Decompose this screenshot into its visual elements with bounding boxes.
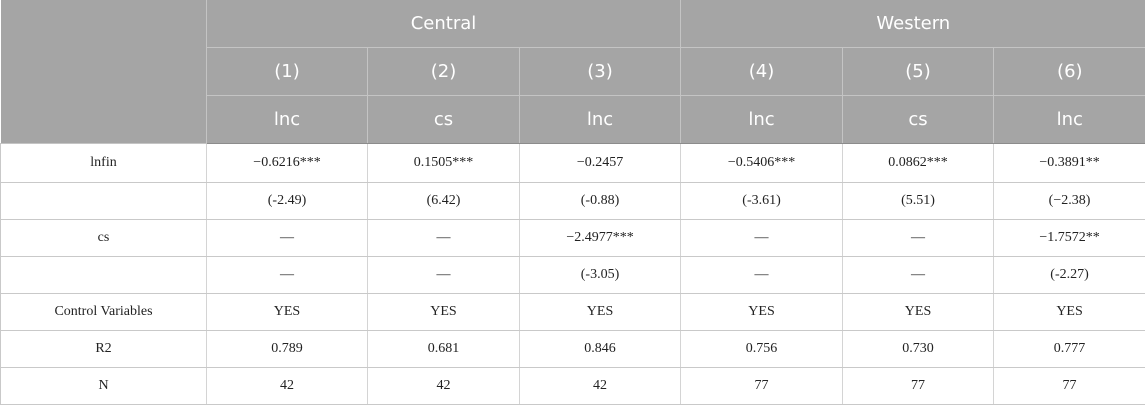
table-cell: 0.0862*** <box>842 143 994 183</box>
column-number: (4) <box>680 47 843 96</box>
table-cell: −0.3891** <box>993 143 1145 183</box>
table-cell: — <box>367 256 520 294</box>
table-body: lnfin −0.6216*** 0.1505*** −0.2457 −0.54… <box>0 143 1145 405</box>
dependent-variable: lnc <box>680 95 843 144</box>
table-row: (-2.49) (6.42) (-0.88) (-3.61) (5.51) (−… <box>0 182 1145 220</box>
table-cell: −0.5406*** <box>680 143 843 183</box>
row-label <box>0 256 207 294</box>
table-cell: — <box>367 219 520 257</box>
table-cell: 42 <box>518 367 681 405</box>
table-cell: (-2.49) <box>206 182 368 220</box>
table-cell: 0.681 <box>367 330 520 368</box>
table-cell: 0.789 <box>206 330 368 368</box>
table-cell: 77 <box>842 367 994 405</box>
table-row: Control Variables YES YES YES YES YES YE… <box>0 293 1145 331</box>
table-row: cs — — −2.4977*** — — −1.7572** <box>0 219 1145 257</box>
table-cell: — <box>206 219 368 257</box>
table-cell: 42 <box>367 367 520 405</box>
table-row: lnfin −0.6216*** 0.1505*** −0.2457 −0.54… <box>0 143 1145 183</box>
table-cell: (5.51) <box>842 182 994 220</box>
row-label <box>0 182 207 220</box>
column-number: (5) <box>842 47 994 96</box>
table-row: — — (-3.05) — — (-2.27) <box>0 256 1145 294</box>
table-cell: −0.6216*** <box>206 143 368 183</box>
row-label: N <box>0 367 207 405</box>
header-row-groups: Central Western <box>0 0 1145 144</box>
table-cell: 0.1505*** <box>367 143 520 183</box>
table-cell: 77 <box>680 367 843 405</box>
dependent-variable: lnc <box>993 95 1145 144</box>
table-cell: — <box>206 256 368 294</box>
table-header: Central Western (1) (2) (3) (4) (5) (6) … <box>0 0 1145 144</box>
row-label: Control Variables <box>0 293 207 331</box>
dependent-variable: lnc <box>206 95 368 144</box>
column-number: (2) <box>367 47 520 96</box>
dependent-variable: cs <box>367 95 520 144</box>
table-row: R2 0.789 0.681 0.846 0.756 0.730 0.777 <box>0 330 1145 368</box>
column-number: (1) <box>206 47 368 96</box>
table-cell: −2.4977*** <box>518 219 681 257</box>
table-cell: (-0.88) <box>518 182 681 220</box>
header-row-dependent: lnc cs lnc lnc cs lnc <box>1 95 1145 144</box>
group-header-central: Central <box>205 0 681 48</box>
table-cell: 0.730 <box>842 330 994 368</box>
dependent-variable: lnc <box>518 95 681 144</box>
table-cell: YES <box>993 293 1145 331</box>
group-header-western: Western <box>680 0 1145 48</box>
table-cell: YES <box>680 293 843 331</box>
table-cell: YES <box>206 293 368 331</box>
table-cell: YES <box>518 293 681 331</box>
header-corner <box>0 0 207 144</box>
column-number: (6) <box>993 47 1145 96</box>
table-cell: (-3.61) <box>680 182 843 220</box>
row-label: R2 <box>0 330 207 368</box>
table-cell: 42 <box>206 367 368 405</box>
dependent-variable: cs <box>842 95 994 144</box>
table-cell: (6.42) <box>367 182 520 220</box>
table-cell: — <box>680 219 843 257</box>
header-row-numbers: (1) (2) (3) (4) (5) (6) <box>1 47 1145 96</box>
table-cell: 0.756 <box>680 330 843 368</box>
table-cell: 0.846 <box>518 330 681 368</box>
table-cell: — <box>842 256 994 294</box>
table-cell: — <box>680 256 843 294</box>
table-row: N 42 42 42 77 77 77 <box>0 367 1145 405</box>
table-cell: (-3.05) <box>518 256 681 294</box>
table-cell: 0.777 <box>993 330 1145 368</box>
table-cell: YES <box>367 293 520 331</box>
table-cell: 77 <box>993 367 1145 405</box>
table-cell: — <box>842 219 994 257</box>
column-number: (3) <box>518 47 681 96</box>
table-cell: (−2.38) <box>993 182 1145 220</box>
table-cell: −0.2457 <box>518 143 681 183</box>
table-cell: −1.7572** <box>993 219 1145 257</box>
table-cell: YES <box>842 293 994 331</box>
table-cell: (-2.27) <box>993 256 1145 294</box>
row-label: lnfin <box>0 143 207 183</box>
row-label: cs <box>0 219 207 257</box>
